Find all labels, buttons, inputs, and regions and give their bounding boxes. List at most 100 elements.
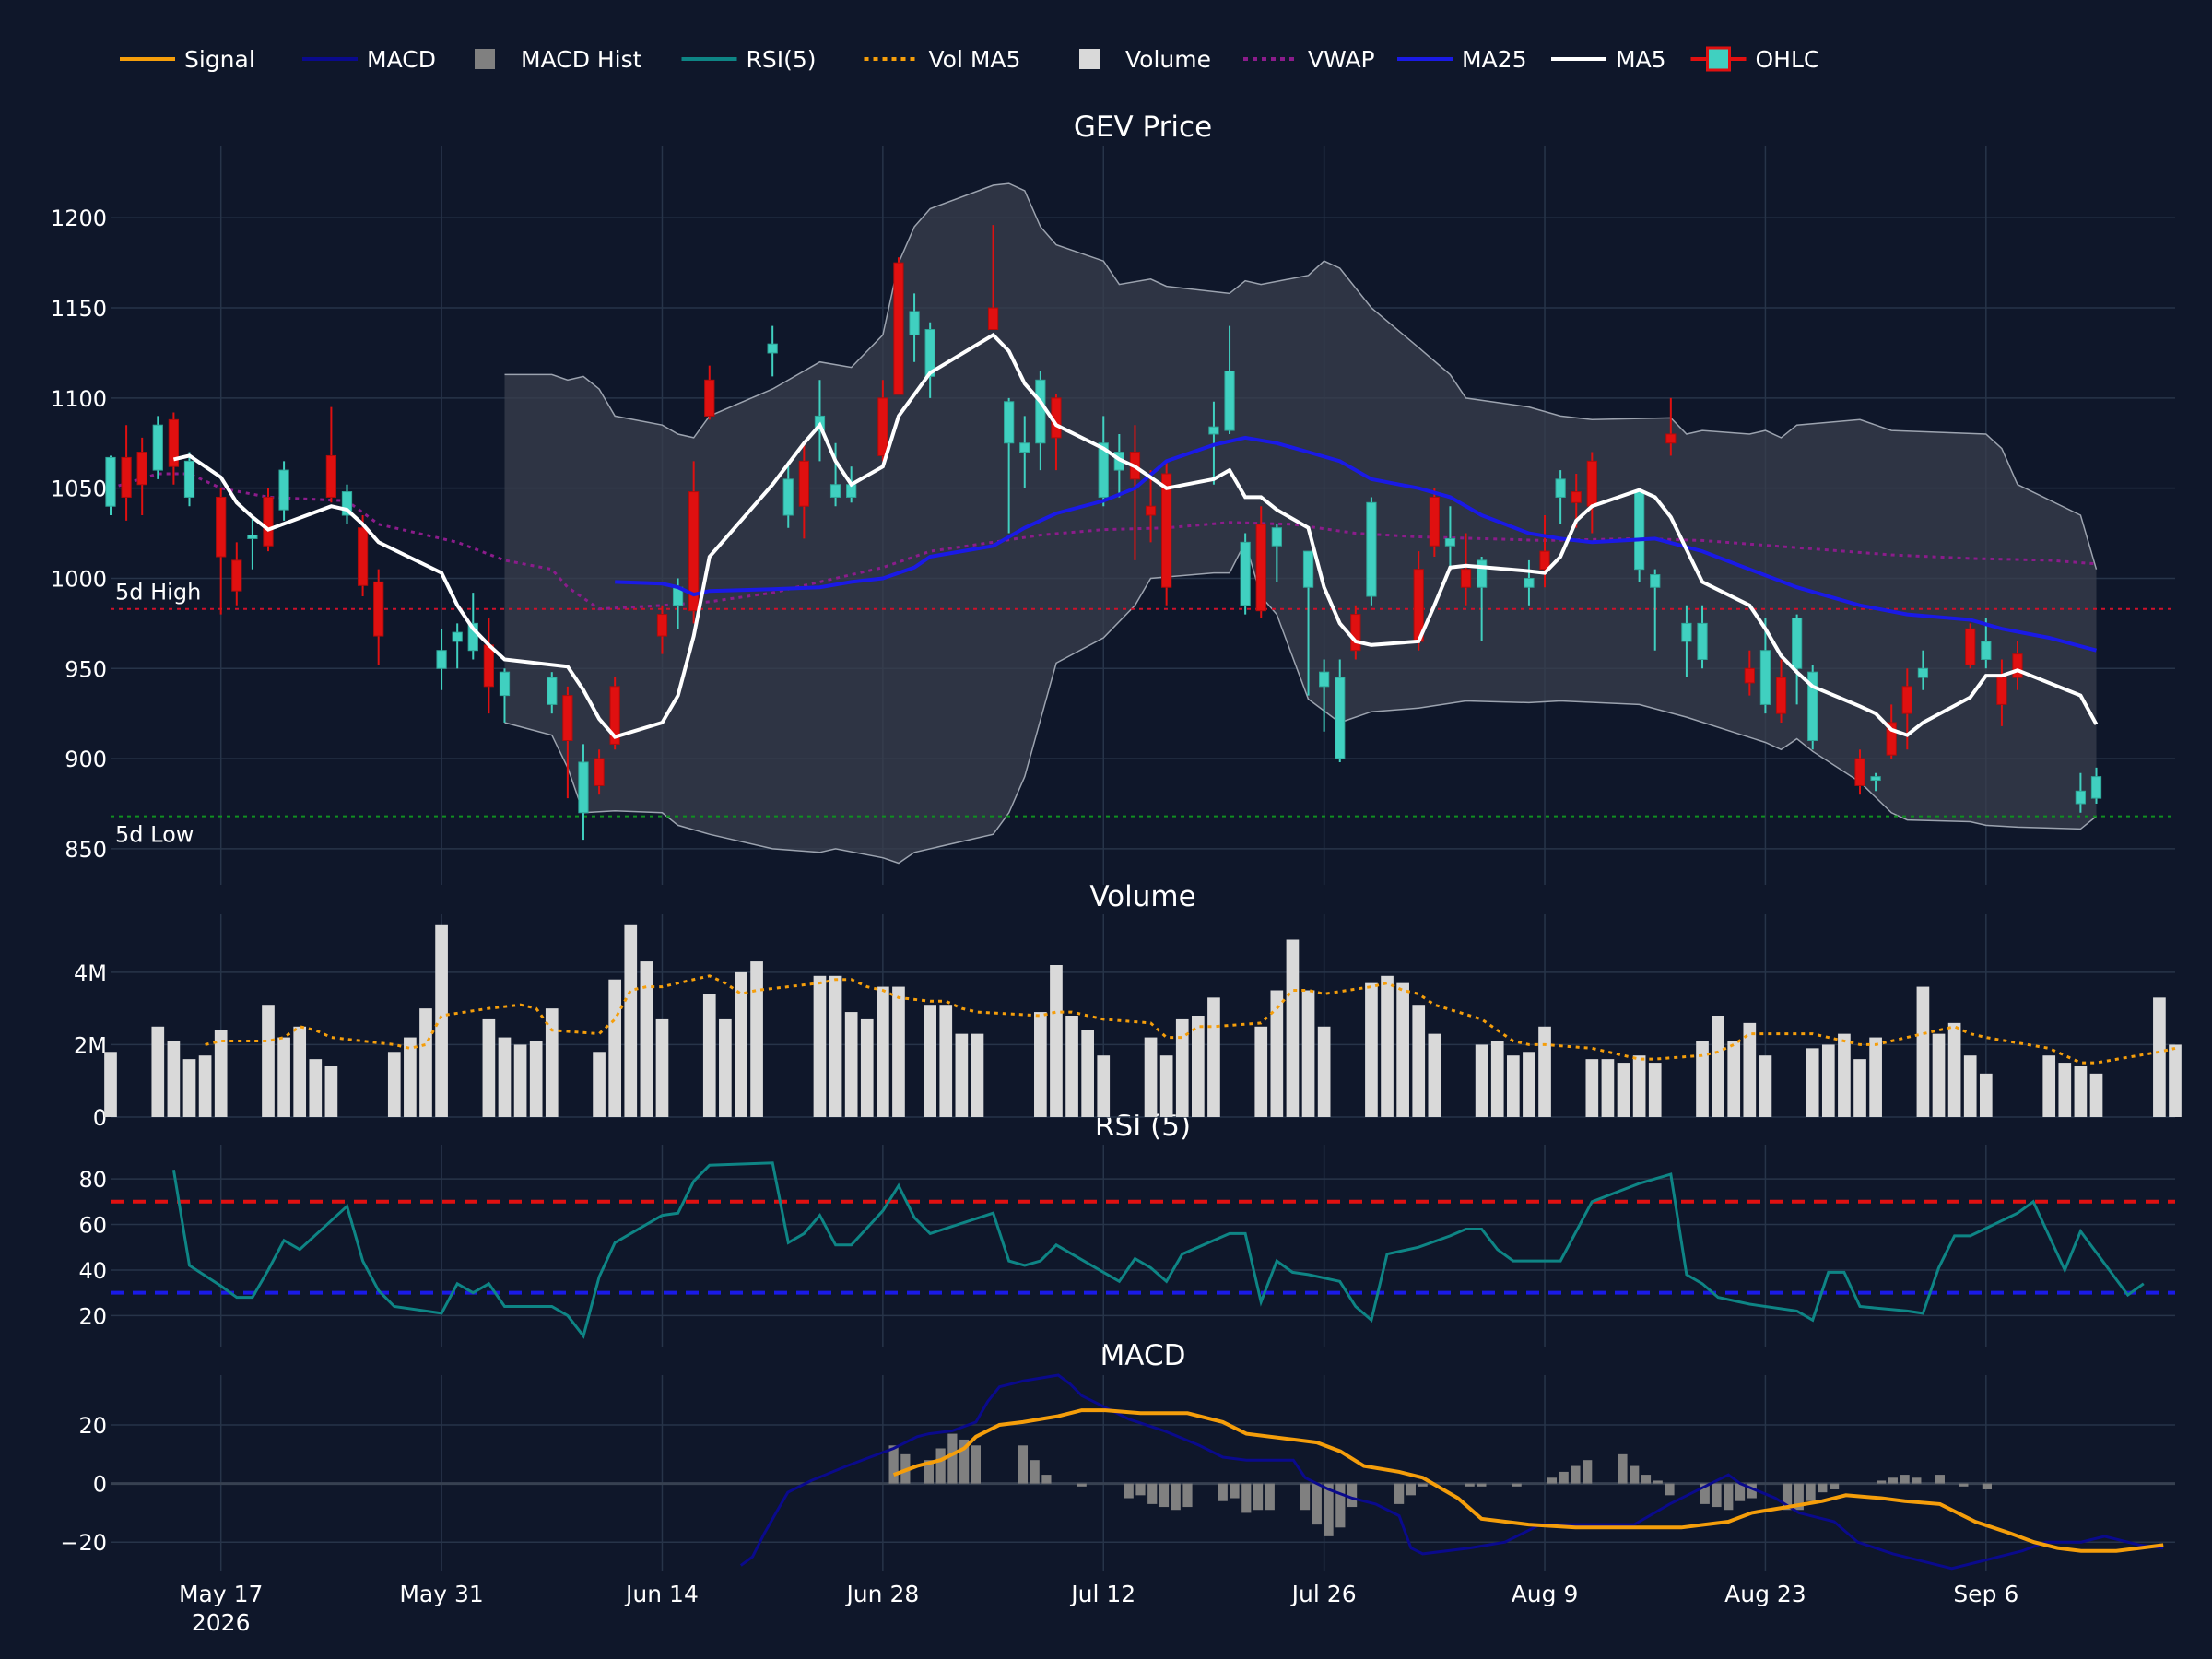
volume-bar <box>813 975 827 1117</box>
volume-bar <box>545 1008 559 1117</box>
volume-bar <box>198 1055 212 1117</box>
candle-body <box>373 581 384 637</box>
candle-body <box>1807 671 1818 742</box>
volume-bar <box>1159 1055 1173 1117</box>
volume-bar <box>1712 1016 1724 1117</box>
volume-bar <box>1617 1063 1630 1117</box>
legend-item-vwap[interactable]: VWAP <box>1243 46 1375 73</box>
legend-label-ma25: MA25 <box>1462 46 1526 73</box>
candle-body <box>987 307 999 331</box>
volume-bar <box>277 1037 290 1117</box>
macd-hist-bar <box>1935 1475 1945 1484</box>
volume-bar <box>1632 1055 1646 1117</box>
ma5-line <box>172 332 2099 739</box>
volume-bar <box>702 994 716 1117</box>
volume-bar <box>2074 1066 2088 1117</box>
volume-bar <box>1207 997 1220 1117</box>
candle-body <box>2012 653 2023 678</box>
legend-item-vol-ma5[interactable]: Vol MA5 <box>864 46 1021 73</box>
macd-hist-bar <box>1030 1460 1040 1484</box>
macd-hist-bar <box>1182 1483 1193 1508</box>
legend-item-ma25[interactable]: MA25 <box>1397 46 1526 73</box>
legend[interactable]: Signal MACD MACD Hist RSI(5) Vol MA5 Volume VW… <box>120 46 1819 73</box>
volume-bar <box>608 979 622 1117</box>
candle-body <box>578 761 589 814</box>
volume-bar <box>1097 1055 1111 1117</box>
macd-hist-bar <box>1171 1483 1181 1511</box>
macd-hist-bar <box>1218 1483 1228 1501</box>
volume-bar <box>1585 1059 1599 1117</box>
legend-item-macd[interactable]: MACD <box>302 46 436 73</box>
candle-body <box>688 491 700 612</box>
legend-label-volume: Volume <box>1125 46 1211 73</box>
ma25-line <box>615 435 2098 653</box>
volume-bar <box>1869 1037 1882 1117</box>
volume-bar <box>1301 990 1315 1117</box>
macd-hist-bar <box>888 1445 899 1484</box>
volume-bar <box>1963 1055 1977 1117</box>
candle-body <box>1981 641 1992 660</box>
candle-body <box>1460 569 1472 588</box>
volume-bar <box>513 1044 527 1117</box>
volume-bar <box>309 1059 323 1117</box>
volume-bar <box>1192 1016 1205 1117</box>
legend-label-signal: Signal <box>184 46 255 73</box>
volume-bar <box>1853 1059 1866 1117</box>
legend-item-signal[interactable]: Signal <box>120 46 255 73</box>
candle-body <box>121 456 132 498</box>
volume-bar <box>293 1026 307 1117</box>
candle-body <box>1161 473 1172 588</box>
macd-hist-bar <box>1559 1471 1569 1484</box>
volume-ytick-label: 2M <box>74 1032 107 1058</box>
macd-hist-bar <box>959 1439 970 1484</box>
macd-hist-bar <box>1253 1483 1264 1511</box>
macd-hist-bar <box>1324 1483 1334 1536</box>
candle-body <box>467 622 478 652</box>
volume-bar <box>971 1033 984 1117</box>
legend-item-rsi-5[interactable]: RSI(5) <box>681 46 817 73</box>
x-tick-label: Sep 6 <box>1953 1581 2018 1607</box>
candle-body <box>1650 574 1661 588</box>
legend-item-volume[interactable]: Volume <box>1079 46 1211 73</box>
candle-body <box>798 460 809 507</box>
x-tick-label: Jul 12 <box>1069 1581 1135 1607</box>
bollinger-upper-line <box>504 182 2098 570</box>
volume-bar <box>1806 1048 1819 1117</box>
volume-bar <box>1428 1033 1441 1117</box>
candle-body <box>1255 524 1266 612</box>
x-tick-label: May 17 <box>179 1581 263 1607</box>
legend-swatch-ohlc <box>1706 46 1731 72</box>
volume-bar <box>1947 1022 1961 1117</box>
volume-bar <box>1490 1041 1504 1117</box>
volume-ytick-label: 4M <box>74 960 107 986</box>
legend-item-ma5[interactable]: MA5 <box>1551 46 1666 73</box>
candle-body <box>341 491 353 516</box>
price-ytick-label: 1200 <box>51 206 107 231</box>
legend-label-ma5: MA5 <box>1616 46 1666 73</box>
macd-hist-bar <box>1312 1483 1322 1525</box>
macd-hist-bar <box>1571 1465 1581 1484</box>
volume-bar <box>262 1005 275 1117</box>
candle-body <box>1633 491 1645 571</box>
volume-bar <box>1034 1012 1047 1117</box>
volume-bar <box>593 1052 606 1117</box>
macd-hist-bar <box>1665 1483 1675 1496</box>
macd-line <box>739 1373 2164 1571</box>
legend-item-macd-hist[interactable]: MACD Hist <box>475 46 642 73</box>
volume-bar <box>1365 982 1378 1117</box>
macd-hist-bar <box>1406 1483 1416 1496</box>
price-ytick-label: 950 <box>65 656 107 682</box>
candle-body <box>1539 550 1550 571</box>
volume-bar <box>624 924 638 1117</box>
candle-body <box>436 650 447 669</box>
macd-hist-bar <box>1747 1483 1757 1499</box>
macd-hist-bar <box>1241 1483 1252 1513</box>
volume-bar <box>1286 939 1300 1117</box>
macd-hist-bar <box>1465 1483 1475 1487</box>
volume-bar <box>1759 1055 1772 1117</box>
candle-body <box>1240 541 1251 606</box>
volume-bar <box>387 1052 401 1117</box>
volume-bar <box>167 1041 181 1117</box>
volume-bar <box>640 961 653 1117</box>
legend-item-ohlc[interactable]: OHLC <box>1690 46 1820 73</box>
